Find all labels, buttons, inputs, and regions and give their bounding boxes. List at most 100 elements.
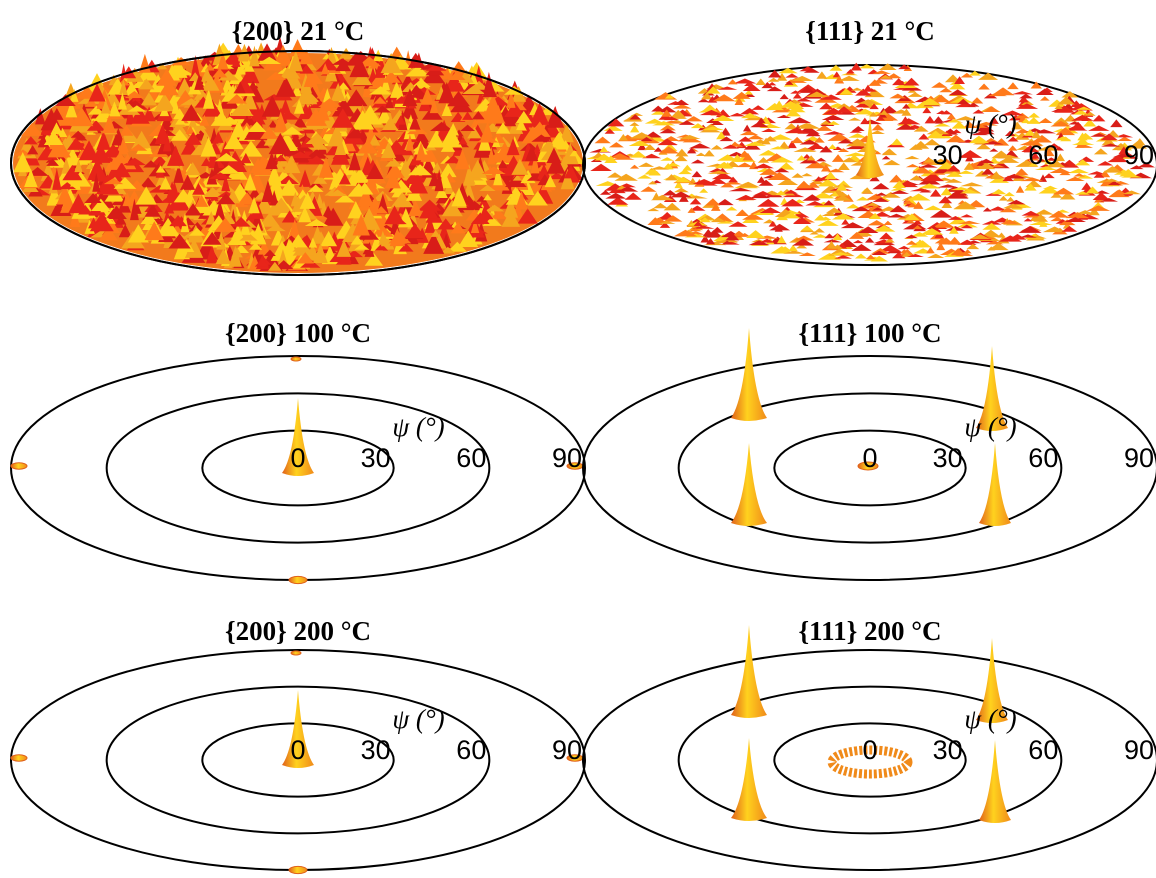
texture [989,148,999,152]
tick-label: 30 [361,735,391,765]
texture [663,202,681,211]
texture [411,78,431,87]
texture [443,71,465,92]
texture [376,107,393,124]
texture [293,116,307,128]
texture [115,214,127,225]
texture [288,151,312,159]
texture [912,225,923,229]
texture [194,194,209,207]
texture [1089,133,1108,137]
texture [441,199,463,217]
texture [878,74,893,79]
texture [783,189,798,194]
texture [785,109,802,117]
texture [738,150,751,158]
texture [450,221,466,234]
texture [1047,143,1061,148]
texture [969,234,991,240]
peak [731,738,767,821]
texture [749,193,771,199]
texture [881,192,901,198]
texture [630,132,654,139]
texture [328,189,347,196]
texture [221,174,231,192]
texture [710,203,721,211]
texture [663,116,680,121]
texture [689,198,702,205]
texture [829,252,852,256]
texture [770,156,794,163]
texture [799,139,820,145]
texture [1036,158,1046,162]
peak [979,443,1011,526]
tick-label: 30 [933,140,963,170]
texture [845,138,869,147]
texture [820,164,831,172]
texture [673,187,689,193]
texture [907,202,919,208]
texture [738,136,753,142]
texture [906,253,924,258]
texture [705,198,721,206]
texture [27,145,39,155]
texture [1064,217,1087,222]
texture [460,124,476,132]
texture [765,102,785,111]
texture [180,212,190,233]
texture [1097,161,1114,166]
texture [1111,143,1131,151]
texture [408,199,423,217]
texture [458,230,479,248]
texture [1033,213,1049,222]
texture [1014,168,1029,176]
texture [759,238,775,243]
texture [202,187,223,197]
texture [970,97,984,104]
texture [710,144,723,150]
texture [929,209,953,218]
texture [960,182,984,187]
texture [812,234,829,238]
texture [981,220,1002,225]
texture [1028,221,1053,225]
texture [1007,82,1019,90]
texture [753,163,774,169]
texture [216,193,236,205]
tick-label: 0 [862,443,877,473]
texture [467,126,482,139]
texture [743,141,767,146]
texture [665,174,678,181]
texture [802,153,812,159]
texture [205,211,217,225]
texture [215,248,232,264]
texture [419,134,429,142]
texture [1053,117,1070,125]
texture [900,116,911,125]
tick-label: 0 [290,735,305,765]
texture [1075,159,1091,166]
texture [199,114,210,126]
texture [226,94,248,104]
texture [308,237,318,248]
texture [482,121,493,138]
peak [856,115,884,178]
texture [883,220,893,225]
texture [292,244,310,252]
texture [561,142,579,165]
texture [829,64,843,71]
texture [1024,183,1037,191]
texture [278,179,300,196]
texture [298,103,313,120]
texture [1099,170,1111,178]
texture [769,223,791,231]
texture [1055,127,1076,136]
texture [755,78,766,85]
texture [303,68,317,87]
texture [142,106,156,122]
texture [559,123,574,143]
peak [10,462,28,470]
texture [599,190,612,195]
texture [140,92,157,106]
